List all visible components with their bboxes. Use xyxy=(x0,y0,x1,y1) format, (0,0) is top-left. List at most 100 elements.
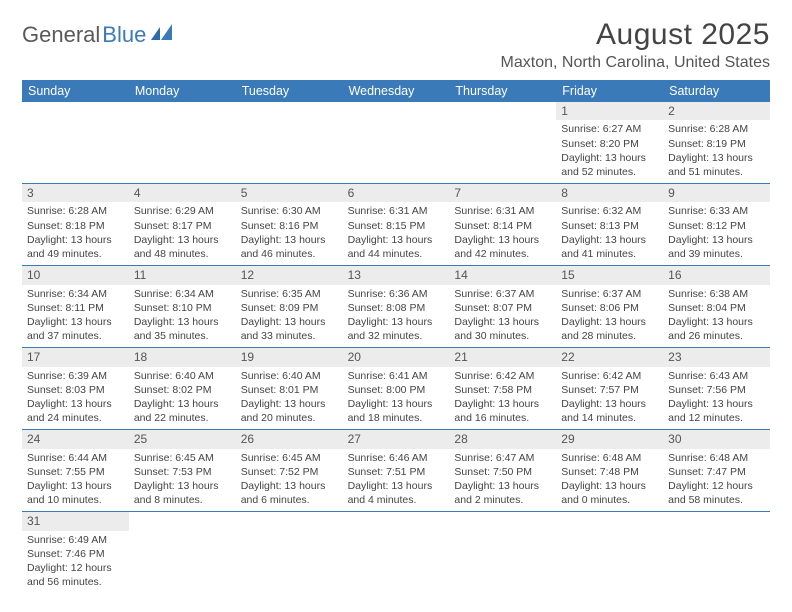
day-details: Sunrise: 6:43 AMSunset: 7:56 PMDaylight:… xyxy=(663,367,770,430)
day-number: 29 xyxy=(556,430,663,448)
day-number: 2 xyxy=(663,102,770,120)
day-details: Sunrise: 6:29 AMSunset: 8:17 PMDaylight:… xyxy=(129,202,236,265)
day-number: 23 xyxy=(663,348,770,366)
week-row: 3Sunrise: 6:28 AMSunset: 8:18 PMDaylight… xyxy=(22,184,770,266)
day-cell: 23Sunrise: 6:43 AMSunset: 7:56 PMDayligh… xyxy=(663,348,770,429)
day-cell: 16Sunrise: 6:38 AMSunset: 8:04 PMDayligh… xyxy=(663,266,770,347)
day-number: 21 xyxy=(449,348,556,366)
day-details: Sunrise: 6:42 AMSunset: 7:57 PMDaylight:… xyxy=(556,367,663,430)
day-details: Sunrise: 6:32 AMSunset: 8:13 PMDaylight:… xyxy=(556,202,663,265)
day-cell: 2Sunrise: 6:28 AMSunset: 8:19 PMDaylight… xyxy=(663,102,770,183)
dow-cell: Monday xyxy=(129,80,236,102)
day-cell: 19Sunrise: 6:40 AMSunset: 8:01 PMDayligh… xyxy=(236,348,343,429)
day-details: Sunrise: 6:41 AMSunset: 8:00 PMDaylight:… xyxy=(343,367,450,430)
logo-text-2: Blue xyxy=(102,22,146,48)
logo-icon xyxy=(150,23,176,41)
calendar: SundayMondayTuesdayWednesdayThursdayFrid… xyxy=(22,80,770,593)
day-details: Sunrise: 6:31 AMSunset: 8:15 PMDaylight:… xyxy=(343,202,450,265)
day-number: 1 xyxy=(556,102,663,120)
day-cell: 12Sunrise: 6:35 AMSunset: 8:09 PMDayligh… xyxy=(236,266,343,347)
day-details: Sunrise: 6:40 AMSunset: 8:01 PMDaylight:… xyxy=(236,367,343,430)
day-cell: 31Sunrise: 6:49 AMSunset: 7:46 PMDayligh… xyxy=(22,512,129,593)
week-row: 10Sunrise: 6:34 AMSunset: 8:11 PMDayligh… xyxy=(22,266,770,348)
day-cell: 17Sunrise: 6:39 AMSunset: 8:03 PMDayligh… xyxy=(22,348,129,429)
day-number: 17 xyxy=(22,348,129,366)
week-row: 24Sunrise: 6:44 AMSunset: 7:55 PMDayligh… xyxy=(22,430,770,512)
day-details: Sunrise: 6:28 AMSunset: 8:19 PMDaylight:… xyxy=(663,120,770,183)
day-details: Sunrise: 6:46 AMSunset: 7:51 PMDaylight:… xyxy=(343,449,450,512)
day-cell: 7Sunrise: 6:31 AMSunset: 8:14 PMDaylight… xyxy=(449,184,556,265)
logo: GeneralBlue xyxy=(22,22,176,48)
day-number: 22 xyxy=(556,348,663,366)
day-cell: 8Sunrise: 6:32 AMSunset: 8:13 PMDaylight… xyxy=(556,184,663,265)
day-details: Sunrise: 6:37 AMSunset: 8:07 PMDaylight:… xyxy=(449,285,556,348)
logo-text-1: General xyxy=(22,22,100,48)
day-cell: 22Sunrise: 6:42 AMSunset: 7:57 PMDayligh… xyxy=(556,348,663,429)
day-cell: 4Sunrise: 6:29 AMSunset: 8:17 PMDaylight… xyxy=(129,184,236,265)
day-number: 25 xyxy=(129,430,236,448)
day-cell: 13Sunrise: 6:36 AMSunset: 8:08 PMDayligh… xyxy=(343,266,450,347)
day-number: 5 xyxy=(236,184,343,202)
dow-cell: Friday xyxy=(556,80,663,102)
day-cell: 24Sunrise: 6:44 AMSunset: 7:55 PMDayligh… xyxy=(22,430,129,511)
day-number: 6 xyxy=(343,184,450,202)
day-cell xyxy=(449,512,556,593)
day-cell xyxy=(129,512,236,593)
day-cell: 21Sunrise: 6:42 AMSunset: 7:58 PMDayligh… xyxy=(449,348,556,429)
week-row: 17Sunrise: 6:39 AMSunset: 8:03 PMDayligh… xyxy=(22,348,770,430)
day-cell: 29Sunrise: 6:48 AMSunset: 7:48 PMDayligh… xyxy=(556,430,663,511)
dow-cell: Thursday xyxy=(449,80,556,102)
day-number: 12 xyxy=(236,266,343,284)
day-number: 15 xyxy=(556,266,663,284)
day-cell: 26Sunrise: 6:45 AMSunset: 7:52 PMDayligh… xyxy=(236,430,343,511)
day-cell xyxy=(343,102,450,183)
day-details: Sunrise: 6:34 AMSunset: 8:11 PMDaylight:… xyxy=(22,285,129,348)
day-number: 7 xyxy=(449,184,556,202)
day-details: Sunrise: 6:48 AMSunset: 7:47 PMDaylight:… xyxy=(663,449,770,512)
day-details: Sunrise: 6:45 AMSunset: 7:53 PMDaylight:… xyxy=(129,449,236,512)
day-cell: 30Sunrise: 6:48 AMSunset: 7:47 PMDayligh… xyxy=(663,430,770,511)
month-title: August 2025 xyxy=(501,18,770,52)
day-cell: 1Sunrise: 6:27 AMSunset: 8:20 PMDaylight… xyxy=(556,102,663,183)
day-cell xyxy=(343,512,450,593)
day-cell: 18Sunrise: 6:40 AMSunset: 8:02 PMDayligh… xyxy=(129,348,236,429)
day-cell: 9Sunrise: 6:33 AMSunset: 8:12 PMDaylight… xyxy=(663,184,770,265)
day-details: Sunrise: 6:47 AMSunset: 7:50 PMDaylight:… xyxy=(449,449,556,512)
dow-cell: Sunday xyxy=(22,80,129,102)
day-cell xyxy=(236,102,343,183)
day-cell xyxy=(129,102,236,183)
day-of-week-header: SundayMondayTuesdayWednesdayThursdayFrid… xyxy=(22,80,770,102)
day-cell: 27Sunrise: 6:46 AMSunset: 7:51 PMDayligh… xyxy=(343,430,450,511)
week-row: 1Sunrise: 6:27 AMSunset: 8:20 PMDaylight… xyxy=(22,102,770,184)
dow-cell: Saturday xyxy=(663,80,770,102)
day-number: 30 xyxy=(663,430,770,448)
dow-cell: Wednesday xyxy=(343,80,450,102)
day-details: Sunrise: 6:49 AMSunset: 7:46 PMDaylight:… xyxy=(22,531,129,594)
day-number: 28 xyxy=(449,430,556,448)
dow-cell: Tuesday xyxy=(236,80,343,102)
day-details: Sunrise: 6:37 AMSunset: 8:06 PMDaylight:… xyxy=(556,285,663,348)
day-number: 26 xyxy=(236,430,343,448)
day-details: Sunrise: 6:34 AMSunset: 8:10 PMDaylight:… xyxy=(129,285,236,348)
day-number: 16 xyxy=(663,266,770,284)
day-number: 14 xyxy=(449,266,556,284)
day-number: 3 xyxy=(22,184,129,202)
day-details: Sunrise: 6:35 AMSunset: 8:09 PMDaylight:… xyxy=(236,285,343,348)
day-cell xyxy=(236,512,343,593)
day-number: 11 xyxy=(129,266,236,284)
day-number: 9 xyxy=(663,184,770,202)
day-details: Sunrise: 6:44 AMSunset: 7:55 PMDaylight:… xyxy=(22,449,129,512)
day-details: Sunrise: 6:28 AMSunset: 8:18 PMDaylight:… xyxy=(22,202,129,265)
day-cell xyxy=(22,102,129,183)
day-cell: 28Sunrise: 6:47 AMSunset: 7:50 PMDayligh… xyxy=(449,430,556,511)
day-cell: 10Sunrise: 6:34 AMSunset: 8:11 PMDayligh… xyxy=(22,266,129,347)
day-cell: 20Sunrise: 6:41 AMSunset: 8:00 PMDayligh… xyxy=(343,348,450,429)
day-cell: 25Sunrise: 6:45 AMSunset: 7:53 PMDayligh… xyxy=(129,430,236,511)
day-cell: 14Sunrise: 6:37 AMSunset: 8:07 PMDayligh… xyxy=(449,266,556,347)
day-details: Sunrise: 6:36 AMSunset: 8:08 PMDaylight:… xyxy=(343,285,450,348)
day-details: Sunrise: 6:31 AMSunset: 8:14 PMDaylight:… xyxy=(449,202,556,265)
day-details: Sunrise: 6:33 AMSunset: 8:12 PMDaylight:… xyxy=(663,202,770,265)
day-details: Sunrise: 6:30 AMSunset: 8:16 PMDaylight:… xyxy=(236,202,343,265)
day-cell xyxy=(449,102,556,183)
day-cell: 11Sunrise: 6:34 AMSunset: 8:10 PMDayligh… xyxy=(129,266,236,347)
